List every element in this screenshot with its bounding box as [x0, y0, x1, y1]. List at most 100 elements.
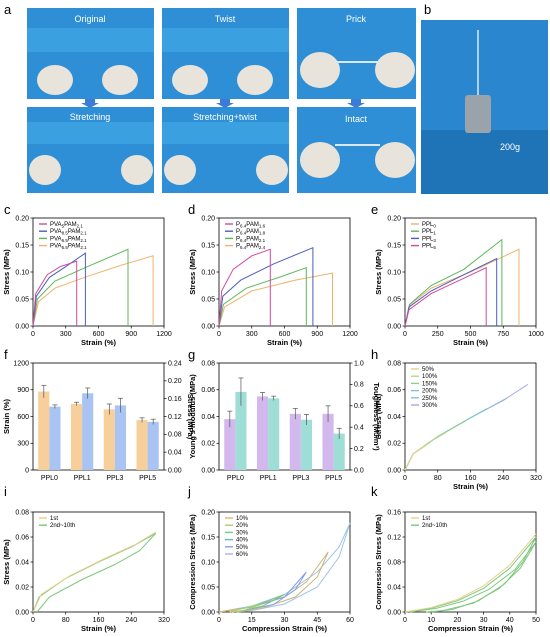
weight	[465, 95, 491, 133]
legend-name: P	[236, 236, 240, 242]
legend-sub: 6.4	[240, 245, 247, 250]
x-tick-label: 45	[313, 617, 321, 624]
caption-stretching: Stretching	[70, 112, 111, 122]
photo-stretching-twist: Stretching+twist	[162, 107, 289, 193]
y-axis-label: Stress (MPa)	[374, 249, 383, 295]
bar-stress	[49, 406, 61, 470]
legend-label: 200%	[422, 389, 438, 395]
arrow-down-icon	[81, 99, 99, 108]
glove-left	[164, 155, 196, 185]
arrow-down-icon	[347, 99, 365, 108]
y-tick-label: 0.02	[201, 441, 215, 448]
legend-sub: 1.6	[259, 224, 266, 229]
legend-label: 50%	[422, 367, 435, 373]
x-tick-label: 1200	[156, 331, 172, 338]
legend-sub: 6.4	[240, 238, 247, 243]
legend-name: PPL	[422, 236, 434, 242]
x-tick-label: PPL0	[41, 475, 58, 482]
y-tick-label: 0.08	[15, 509, 29, 516]
y-tick-label: 0.08	[387, 360, 401, 367]
x-tick-label: 0	[217, 331, 221, 338]
glove-left	[37, 65, 73, 95]
y-tick-label: 0.15	[201, 534, 215, 541]
caption-stretching-twist: Stretching+twist	[193, 112, 257, 122]
legend-sub: 2.1	[77, 224, 84, 229]
legend-name: PPL	[422, 229, 434, 235]
bar-young-s-modulus	[289, 413, 301, 470]
y-axis-label: Stress (MPa)	[188, 249, 197, 295]
bar-strain	[38, 391, 50, 470]
x-axis-label: Strain (%)	[81, 338, 117, 347]
y-tick-label: 1200	[13, 360, 29, 367]
y-tick-label: 0.04	[15, 559, 29, 566]
legend-name: 1st	[50, 516, 58, 522]
x-tick-label: 300	[60, 331, 72, 338]
y2-tick-label: 0.24	[168, 360, 182, 367]
y2-tick-label: 0.12	[168, 414, 182, 421]
legend-mid: PAM	[246, 236, 259, 242]
y-axis-label: Stress (MPa)	[2, 539, 11, 585]
panel-letter-j: j	[187, 484, 191, 499]
bar-young-s-modulus	[224, 419, 236, 470]
x-tick-label: 500	[465, 331, 477, 338]
photo-twist: Twist	[162, 8, 289, 99]
legend-name: 250%	[422, 396, 438, 402]
x-tick-label: 900	[311, 331, 323, 338]
panel-a: a Original Twist Prick Stretc	[4, 2, 416, 193]
y-tick-label: 0.20	[15, 215, 29, 222]
legend-name: P	[236, 222, 240, 228]
legend-name: 50%	[422, 367, 435, 373]
panel-letter-b: b	[424, 2, 431, 17]
series-line-3	[404, 420, 467, 471]
y-tick-label: 0.08	[201, 360, 215, 367]
x-tick-label: 1000	[528, 331, 544, 338]
legend-label: 30%	[236, 530, 249, 536]
caption-prick: Prick	[346, 14, 366, 24]
series-line-1	[404, 397, 508, 471]
legend-mid: PAM	[246, 244, 259, 250]
legend-label: 2nd~10th	[422, 523, 447, 529]
y-tick-label: 0.10	[201, 269, 215, 276]
y2-axis-label: Stress (MPa)	[186, 394, 195, 440]
x-tick-label: PPL5	[325, 475, 342, 482]
legend-sub: 5	[62, 224, 65, 229]
y2-tick-label: 0.0	[354, 467, 364, 474]
y2-tick-label: 1.0	[354, 360, 364, 367]
x-tick-label: 250	[432, 331, 444, 338]
legend-sub: 2.4	[259, 245, 266, 250]
y-tick-label: 0.06	[201, 387, 215, 394]
y-tick-label: 0.16	[387, 509, 401, 516]
legend-name: 150%	[422, 381, 438, 387]
x-tick-label: 80	[62, 617, 70, 624]
y-tick-label: 0.00	[387, 609, 401, 616]
x-axis-label: Strain (%)	[267, 338, 303, 347]
x-tick-label: PPL3	[106, 475, 123, 482]
x-axis-label: Compression Strain (%)	[428, 624, 514, 633]
series-line-2	[32, 531, 157, 613]
legend-label: PVA6.5PAM2.1	[50, 236, 87, 243]
legend-sub: 5.5	[62, 245, 69, 250]
y-axis-label: Stress (MPa)	[2, 249, 11, 295]
legend-mid: PAM	[68, 244, 81, 250]
y-tick-label: 0.04	[387, 414, 401, 421]
x-tick-label: 0	[31, 617, 35, 624]
panel-letter-d: d	[188, 202, 195, 217]
series-line-1	[32, 248, 129, 327]
x-tick-label: 900	[125, 331, 137, 338]
x-tick-label: 240	[497, 475, 509, 482]
y-tick-label: 0.04	[201, 414, 215, 421]
legend-label: 40%	[236, 538, 249, 544]
x-tick-label: 300	[246, 331, 258, 338]
legend-mid: PAM	[68, 229, 81, 235]
series-line-5	[218, 608, 241, 613]
y-tick-label: 0.10	[387, 269, 401, 276]
y-tick-label: 0.04	[387, 584, 401, 591]
x-tick-label: 320	[158, 617, 170, 624]
x-tick-label: 0	[403, 331, 407, 338]
legend-label: 50%	[236, 545, 249, 551]
legend-label: 60%	[236, 552, 249, 558]
y-tick-label: 0.05	[15, 296, 29, 303]
y2-tick-label: 0.04	[168, 449, 182, 456]
y-tick-label: 0.00	[387, 323, 401, 330]
